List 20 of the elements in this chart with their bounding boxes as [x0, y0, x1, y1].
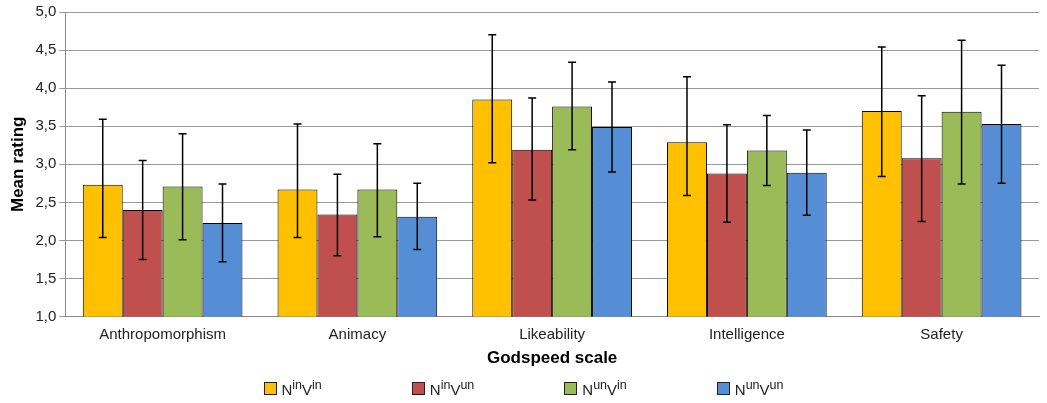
legend-label: N$^{un}$V$^{in}$ — [582, 378, 627, 398]
y-tick-label: 1,5 — [35, 268, 57, 286]
legend-label: N$^{in}$V$^{un}$ — [429, 378, 475, 398]
y-tick-label: 4,0 — [35, 78, 57, 96]
y-tick-label: 4,5 — [35, 40, 57, 58]
y-tick-label: 5,0 — [35, 2, 57, 20]
y-tick-label: 2,5 — [35, 192, 57, 210]
x-tick-label: Anthropomorphism — [99, 324, 226, 342]
y-tick-label: 3,0 — [35, 154, 57, 172]
y-tick-label: 3,5 — [35, 116, 57, 134]
legend-label: N$^{un}$V$^{un}$ — [734, 378, 784, 398]
x-tick-label: Safety — [920, 324, 964, 342]
x-tick-label: Animacy — [328, 324, 387, 342]
legend-label: N$^{in}$V$^{in}$ — [281, 378, 322, 398]
y-tick-label: 2,0 — [35, 230, 57, 248]
y-tick-label: 1,0 — [35, 306, 57, 324]
x-tick-label: Likeability — [519, 324, 586, 342]
y-axis-title: Mean rating — [7, 116, 27, 212]
x-tick-label: Intelligence — [708, 324, 785, 342]
x-axis-title: Godspeed scale — [486, 348, 618, 368]
